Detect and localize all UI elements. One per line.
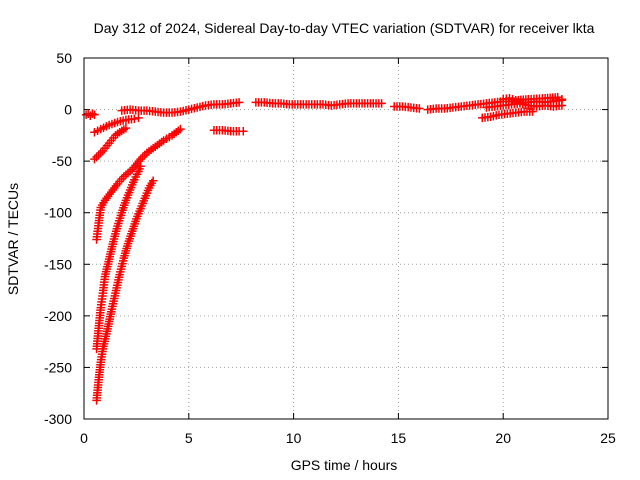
- series-arc-9: [251, 98, 386, 110]
- data-point: [121, 123, 131, 133]
- x-tick-label: 5: [185, 430, 193, 446]
- x-tick-label: 0: [80, 430, 88, 446]
- series-arc-14: [498, 92, 567, 105]
- data-point: [557, 95, 567, 104]
- data-point: [239, 126, 248, 136]
- data-point: [93, 126, 102, 135]
- x-tick-label: 15: [391, 430, 407, 446]
- data-point: [90, 110, 99, 119]
- series-arc-1: [81, 109, 99, 121]
- y-axis-title: SDTVAR / TECUs: [5, 183, 21, 295]
- series-arc-10: [389, 102, 424, 113]
- data-point: [505, 93, 514, 103]
- data-point: [234, 98, 244, 107]
- data-point: [148, 176, 158, 185]
- data-point: [134, 113, 143, 123]
- series-arc-7: [117, 98, 244, 117]
- y-tick-label: -50: [52, 153, 72, 169]
- series-arc-4: [92, 124, 185, 244]
- y-tick-label: -100: [44, 205, 72, 221]
- x-tick-label: 25: [600, 430, 616, 446]
- chart-title: Day 312 of 2024, Sidereal Day-to-day VTE…: [94, 20, 595, 36]
- y-tick-label: -150: [44, 256, 72, 272]
- data-point: [176, 124, 185, 134]
- y-tick-label: -200: [44, 308, 72, 324]
- series-arc-8: [209, 125, 248, 136]
- data-point: [136, 162, 145, 171]
- x-tick-label: 10: [286, 430, 302, 446]
- series-arc-5: [92, 162, 145, 354]
- series-arc-2: [90, 113, 143, 137]
- data-point: [130, 114, 139, 124]
- data-point: [90, 128, 99, 137]
- series-arc-13: [482, 99, 567, 112]
- series-arc-6: [92, 176, 158, 405]
- x-axis-title: GPS time / hours: [291, 457, 398, 473]
- series-arc-12: [477, 107, 537, 123]
- data-point: [415, 104, 424, 113]
- plot-frame: [83, 57, 609, 420]
- y-tick-label: -250: [44, 359, 72, 375]
- y-tick-label: 50: [56, 50, 72, 66]
- data-point: [528, 107, 537, 116]
- x-tick-label: 20: [495, 430, 511, 446]
- y-tick-label: -300: [44, 411, 72, 427]
- data-layer: [81, 92, 567, 405]
- data-point: [377, 99, 386, 108]
- y-tick-label: 0: [64, 102, 72, 118]
- series-arc-3: [90, 123, 131, 164]
- data-point: [508, 95, 517, 104]
